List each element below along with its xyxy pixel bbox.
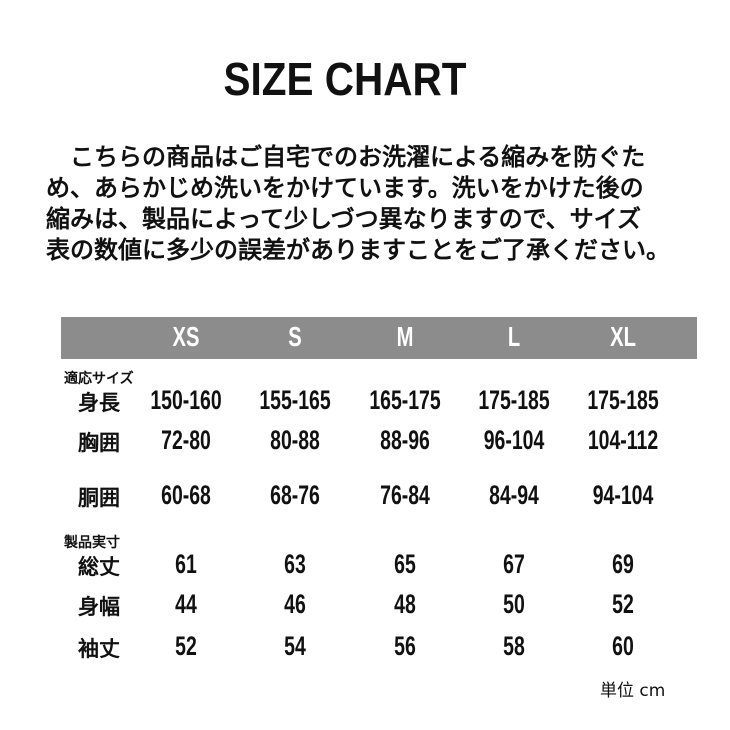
table-cell: 50 bbox=[503, 589, 525, 619]
row-label: 胴囲 bbox=[78, 486, 120, 510]
table-cell: 52 bbox=[612, 589, 634, 619]
table-cell: 88-96 bbox=[380, 425, 430, 455]
row-label: 身幅 bbox=[78, 595, 120, 619]
table-cell: 60-68 bbox=[161, 480, 211, 510]
unit-label: 単位 cm bbox=[600, 681, 666, 701]
page-title: SIZE CHART bbox=[223, 53, 467, 105]
table-cell: 94-104 bbox=[592, 480, 654, 510]
table-cell: 96-104 bbox=[483, 425, 545, 455]
row-label: 袖丈 bbox=[78, 637, 120, 661]
notice-line: め、あらかじめ洗いをかけています。洗いをかけた後の bbox=[46, 174, 644, 202]
table-cell: 150-160 bbox=[150, 385, 222, 415]
notice-line: 縮みは、製品によって少しづつ異なりますので、サイズ bbox=[46, 205, 641, 233]
table-cell: 175-185 bbox=[478, 385, 550, 415]
row-label: 身長 bbox=[78, 391, 120, 415]
section-title: 適応サイズ bbox=[64, 371, 134, 387]
table-cell: 63 bbox=[284, 549, 306, 579]
table-cell: 175-185 bbox=[587, 385, 659, 415]
table-cell: 165-175 bbox=[369, 385, 441, 415]
table-cell: 48 bbox=[394, 589, 416, 619]
size-header-xl: XL bbox=[610, 321, 636, 352]
table-cell: 52 bbox=[175, 631, 197, 661]
notice-text: こちらの商品はご自宅でのお洗濯による縮みを防ぐた め、あらかじめ洗いをかけていま… bbox=[46, 142, 706, 266]
size-header-l: L bbox=[507, 321, 521, 352]
table-cell: 104-112 bbox=[587, 425, 659, 455]
table-cell: 68-76 bbox=[270, 480, 320, 510]
table-cell: 61 bbox=[175, 549, 197, 579]
table-cell: 56 bbox=[394, 631, 416, 661]
section-title: 製品実寸 bbox=[64, 535, 120, 551]
row-label: 胸囲 bbox=[78, 431, 120, 455]
table-cell: 44 bbox=[175, 589, 197, 619]
table-cell: 46 bbox=[284, 589, 306, 619]
table-cell: 54 bbox=[284, 631, 306, 661]
table-cell: 65 bbox=[394, 549, 416, 579]
table-cell: 72-80 bbox=[161, 425, 211, 455]
row-label: 総丈 bbox=[78, 555, 120, 579]
table-cell: 84-94 bbox=[489, 480, 539, 510]
table-cell: 58 bbox=[503, 631, 525, 661]
size-header-bar bbox=[61, 317, 697, 359]
notice-line: 表の数値に多少の誤差がありますことをご了承ください。 bbox=[46, 236, 670, 264]
size-header-m: M bbox=[396, 321, 414, 352]
table-cell: 69 bbox=[612, 549, 634, 579]
size-header-xs: XS bbox=[172, 321, 200, 352]
size-header-s: S bbox=[288, 321, 302, 352]
table-cell: 76-84 bbox=[380, 480, 430, 510]
table-cell: 155-165 bbox=[259, 385, 331, 415]
notice-line: こちらの商品はご自宅でのお洗濯による縮みを防ぐた bbox=[46, 143, 646, 171]
table-cell: 80-88 bbox=[270, 425, 320, 455]
table-cell: 67 bbox=[503, 549, 525, 579]
table-cell: 60 bbox=[612, 631, 634, 661]
